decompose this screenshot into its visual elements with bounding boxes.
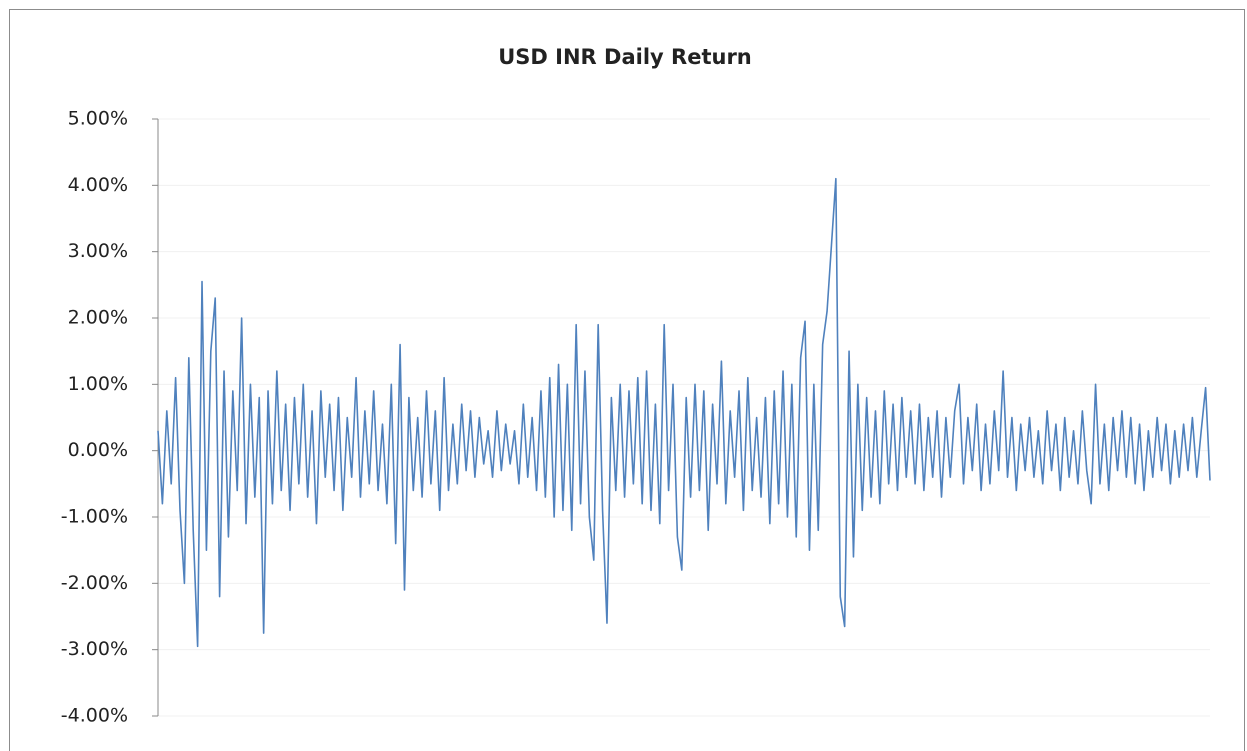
- y-tick-label: 0.00%: [68, 439, 128, 461]
- y-tick-label: 5.00%: [68, 108, 128, 130]
- chart-title: USD INR Daily Return: [498, 45, 752, 69]
- y-tick-label: -2.00%: [61, 572, 128, 594]
- y-tick-label: -1.00%: [61, 506, 128, 528]
- y-tick-label: 3.00%: [68, 240, 128, 262]
- series-line: [157, 177, 1211, 648]
- y-tick-label: 4.00%: [68, 174, 128, 196]
- y-tick-label: -4.00%: [61, 705, 128, 727]
- y-tick-label: 2.00%: [68, 307, 128, 329]
- y-tick-label: 1.00%: [68, 373, 128, 395]
- y-tick-label: -3.00%: [61, 638, 128, 660]
- chart-border: [9, 9, 1245, 751]
